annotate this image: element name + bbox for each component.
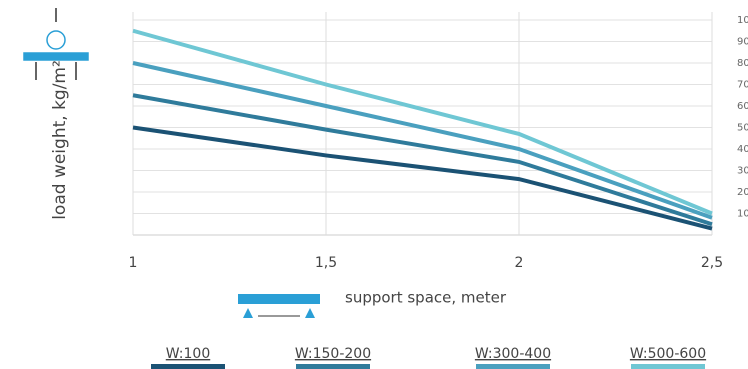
y-tick-label: 50	[737, 123, 748, 134]
legend-swatch	[151, 364, 225, 369]
x-tick-label: 1	[129, 255, 138, 271]
series-line	[132, 125, 713, 231]
series-line	[132, 61, 713, 220]
y-tick-label: 60	[737, 101, 748, 112]
legend-label: W:500-600	[630, 346, 706, 362]
x-tick-label: 2	[515, 255, 524, 271]
y-tick-label: 70	[737, 80, 748, 91]
y-tick-label: 30	[737, 166, 748, 177]
legend-swatch	[476, 364, 550, 369]
y-tick-label: 80	[737, 58, 748, 69]
load-icon	[23, 8, 89, 80]
y-tick-label: 90	[737, 37, 748, 48]
legend-label: W:150-200	[295, 346, 371, 362]
y-tick-label: 40	[737, 144, 748, 155]
support-icon	[238, 294, 320, 318]
legend-label: W:300-400	[475, 346, 551, 362]
x-tick-label: 2,5	[701, 255, 723, 271]
legend-swatch	[296, 364, 370, 369]
series-line	[132, 93, 713, 227]
series-line	[132, 28, 713, 216]
legend-label: W:100	[166, 346, 210, 362]
y-tick-label: 100	[737, 15, 748, 26]
x-axis-label: support space, meter	[345, 289, 507, 307]
y-axis-label: load weight, kg/m²	[50, 60, 70, 220]
legend-swatch	[631, 364, 705, 369]
y-tick-label: 10	[737, 209, 748, 220]
y-tick-label: 20	[737, 187, 748, 198]
x-tick-label: 1,5	[315, 255, 337, 271]
